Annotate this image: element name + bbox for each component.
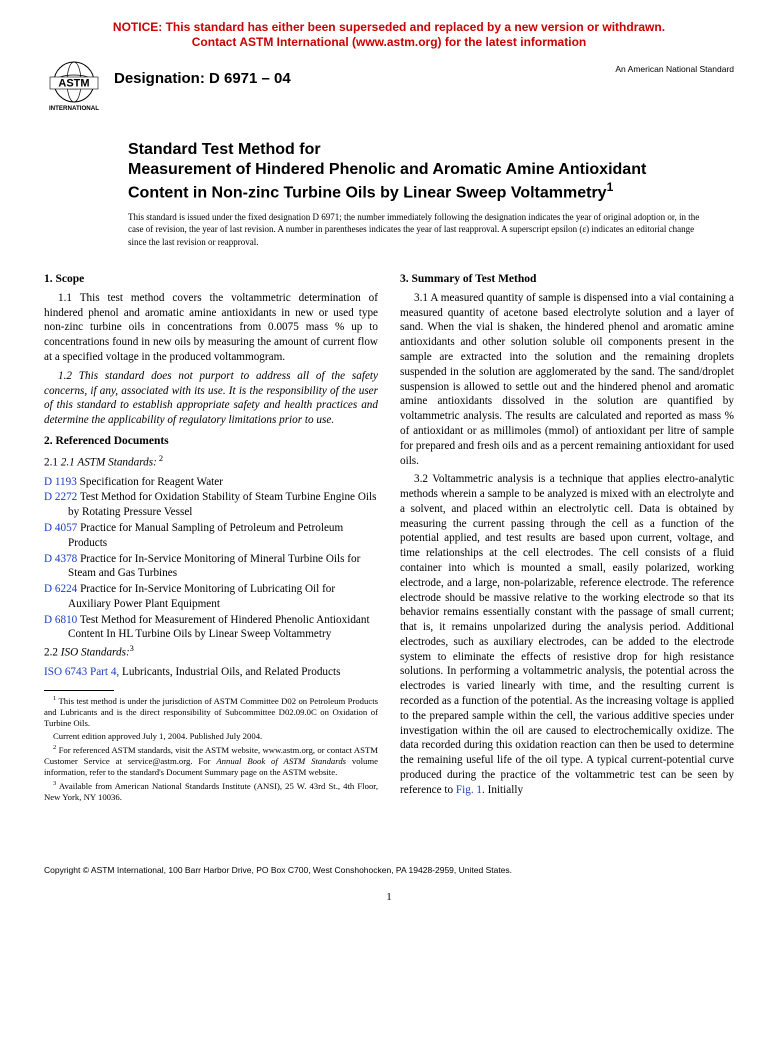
notice-banner: NOTICE: This standard has either been su…: [44, 20, 734, 50]
footnote-2: 2 For referenced ASTM standards, visit t…: [44, 744, 378, 778]
ref-text: Test Method for Measurement of Hindered …: [68, 614, 370, 641]
summary-p31: 3.1 A measured quantity of sample is dis…: [400, 291, 734, 468]
ref-item: ISO 6743 Part 4, Lubricants, Industrial …: [44, 665, 378, 680]
ref-item: D 1193 Specification for Reagent Water: [44, 475, 378, 490]
footnote-3: 3 Available from American National Stand…: [44, 780, 378, 803]
ref-item: D 6810 Test Method for Measurement of Hi…: [44, 613, 378, 643]
title-main-text: Measurement of Hindered Phenolic and Aro…: [128, 161, 646, 201]
ref-text: Practice for Manual Sampling of Petroleu…: [68, 522, 343, 549]
ref-item: D 6224 Practice for In-Service Monitorin…: [44, 582, 378, 612]
fn2b: Annual Book of ASTM Standards: [216, 756, 346, 766]
p32-text-b: . Initially: [482, 784, 523, 796]
ref-code[interactable]: D 6810: [44, 614, 77, 626]
fn3-text: Available from American National Standar…: [44, 781, 378, 802]
summary-heading: 3. Summary of Test Method: [400, 272, 734, 287]
title-block: Standard Test Method for Measurement of …: [128, 140, 704, 203]
scope-p1: 1.1 This test method covers the voltamme…: [44, 291, 378, 365]
two-columns: 1. Scope 1.1 This test method covers the…: [44, 266, 734, 806]
ref-code[interactable]: D 1193: [44, 476, 77, 488]
notice-line2: Contact ASTM International (www.astm.org…: [192, 35, 586, 49]
p32-text-a: 3.2 Voltammetric analysis is a technique…: [400, 473, 734, 795]
page-number: 1: [44, 891, 734, 903]
fn1-text: This test method is under the jurisdicti…: [44, 695, 378, 727]
right-column: 3. Summary of Test Method 3.1 A measured…: [400, 266, 734, 806]
refdoc-heading: 2. Referenced Documents: [44, 434, 378, 449]
ref-text: Practice for In-Service Monitoring of Lu…: [68, 583, 335, 610]
left-column: 1. Scope 1.1 This test method covers the…: [44, 266, 378, 806]
ref-code[interactable]: D 6224: [44, 583, 77, 595]
notice-line1: NOTICE: This standard has either been su…: [113, 20, 665, 34]
svg-text:INTERNATIONAL: INTERNATIONAL: [49, 105, 99, 112]
astm-label-italic: 2.1 ASTM Standards:: [61, 457, 157, 469]
footnote-rule: [44, 690, 114, 691]
scope-heading: 1. Scope: [44, 272, 378, 287]
iso-label-sup: 3: [130, 644, 134, 653]
ref-code[interactable]: ISO 6743 Part 4,: [44, 666, 119, 678]
ref-text: Test Method for Oxidation Stability of S…: [68, 491, 376, 518]
svg-text:ASTM: ASTM: [58, 78, 89, 90]
footnote-1: 1 This test method is under the jurisdic…: [44, 695, 378, 729]
header-row: ASTM INTERNATIONAL Designation: D 6971 –…: [44, 60, 734, 114]
iso-standards-label: 2.2 ISO Standards:3: [44, 643, 378, 661]
scope-p2: 1.2 This standard does not purport to ad…: [44, 369, 378, 428]
astm-logo: ASTM INTERNATIONAL: [44, 60, 104, 114]
ref-code[interactable]: D 2272: [44, 491, 77, 503]
ref-code[interactable]: D 4378: [44, 553, 77, 565]
title-footref: 1: [607, 180, 614, 194]
astm-standards-label: 2.1 2.1 ASTM Standards: 2: [44, 453, 378, 471]
issue-note: This standard is issued under the fixed …: [128, 211, 704, 247]
astm-label-sup: 2: [157, 454, 163, 463]
ref-code[interactable]: D 4057: [44, 522, 77, 534]
ref-item: D 4057 Practice for Manual Sampling of P…: [44, 521, 378, 551]
ref-text: Lubricants, Industrial Oils, and Related…: [122, 666, 340, 678]
summary-p32: 3.2 Voltammetric analysis is a technique…: [400, 472, 734, 797]
copyright-line: Copyright © ASTM International, 100 Barr…: [44, 865, 734, 875]
an-standard-label: An American National Standard: [615, 64, 734, 74]
ref-text: Practice for In-Service Monitoring of Mi…: [68, 553, 360, 580]
footnote-1b: Current edition approved July 1, 2004. P…: [44, 731, 378, 742]
iso-label-italic: ISO Standards:: [61, 647, 130, 659]
fig1-ref[interactable]: Fig. 1: [456, 784, 482, 796]
page-root: NOTICE: This standard has either been su…: [0, 0, 778, 933]
ref-text: Specification for Reagent Water: [80, 476, 223, 488]
ref-item: D 2272 Test Method for Oxidation Stabili…: [44, 490, 378, 520]
title-line1: Standard Test Method for: [128, 140, 704, 160]
title-line2: Measurement of Hindered Phenolic and Aro…: [128, 160, 704, 203]
footnotes-block: 1 This test method is under the jurisdic…: [44, 695, 378, 804]
ref-item: D 4378 Practice for In-Service Monitorin…: [44, 552, 378, 582]
designation-text: Designation: D 6971 – 04: [114, 70, 615, 87]
